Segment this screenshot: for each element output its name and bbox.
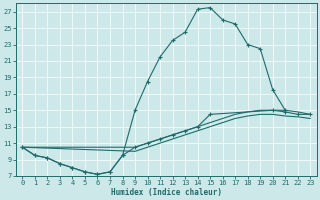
X-axis label: Humidex (Indice chaleur): Humidex (Indice chaleur) — [111, 188, 222, 197]
